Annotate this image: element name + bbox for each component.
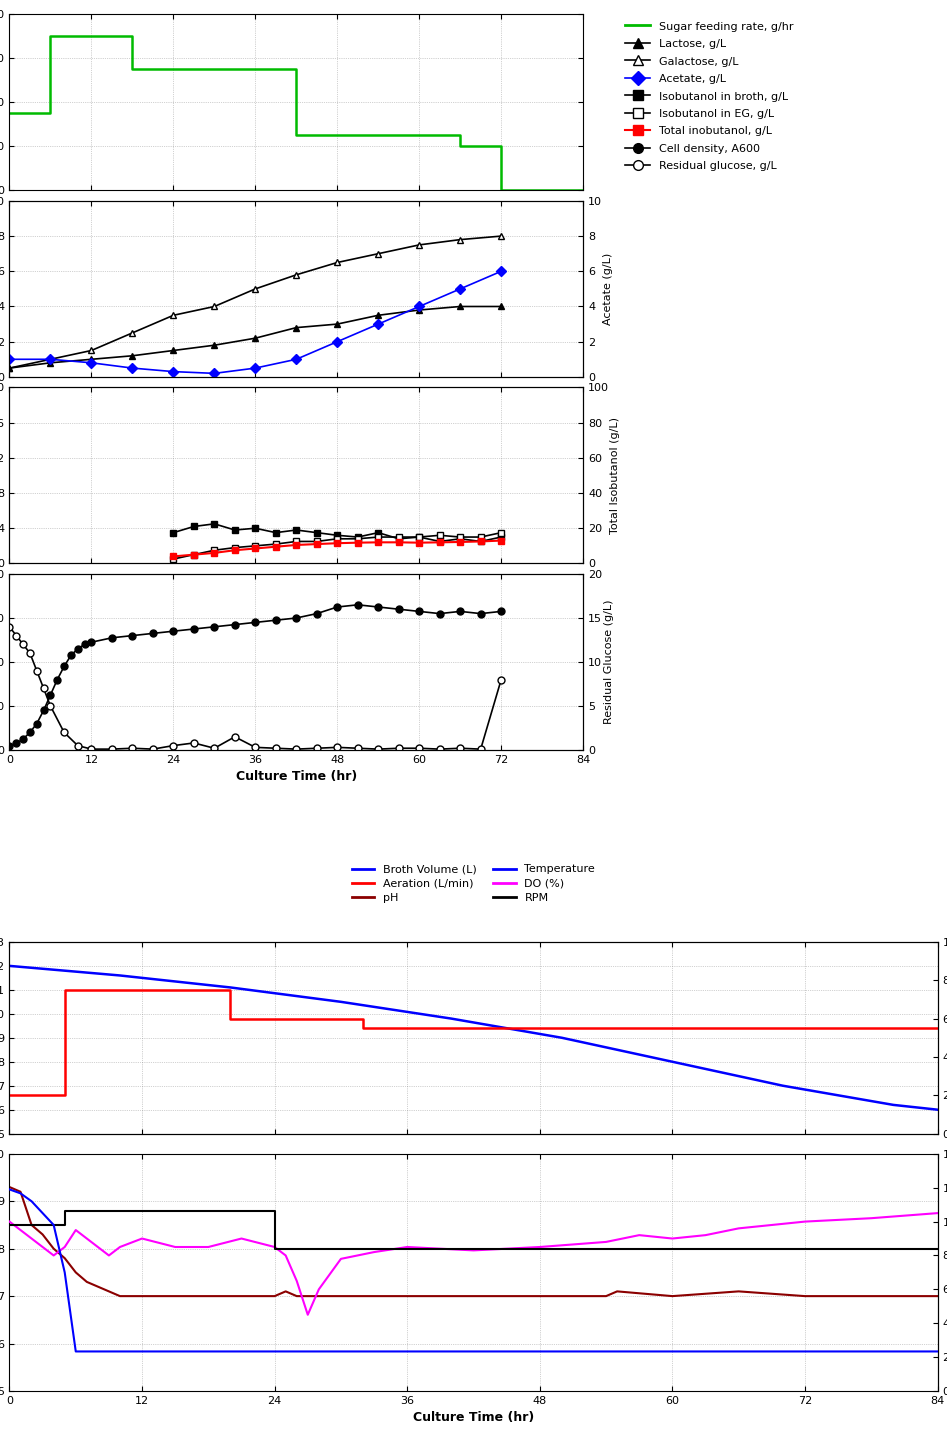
Legend: Broth Volume (L), Aeration (L/min), pH, Temperature, DO (%), RPM: Broth Volume (L), Aeration (L/min), pH, …	[348, 860, 599, 908]
Y-axis label: Residual Glucose (g/L): Residual Glucose (g/L)	[603, 599, 614, 724]
Y-axis label: Acetate (g/L): Acetate (g/L)	[603, 252, 614, 326]
Legend: Sugar feeding rate, g/hr, Lactose, g/L, Galactose, g/L, Acetate, g/L, Isobutanol: Sugar feeding rate, g/hr, Lactose, g/L, …	[621, 17, 797, 176]
X-axis label: Culture Time (hr): Culture Time (hr)	[413, 1411, 534, 1424]
Y-axis label: Total Isobutanol (g/L): Total Isobutanol (g/L)	[611, 417, 620, 533]
X-axis label: Culture Time (hr): Culture Time (hr)	[236, 770, 357, 783]
